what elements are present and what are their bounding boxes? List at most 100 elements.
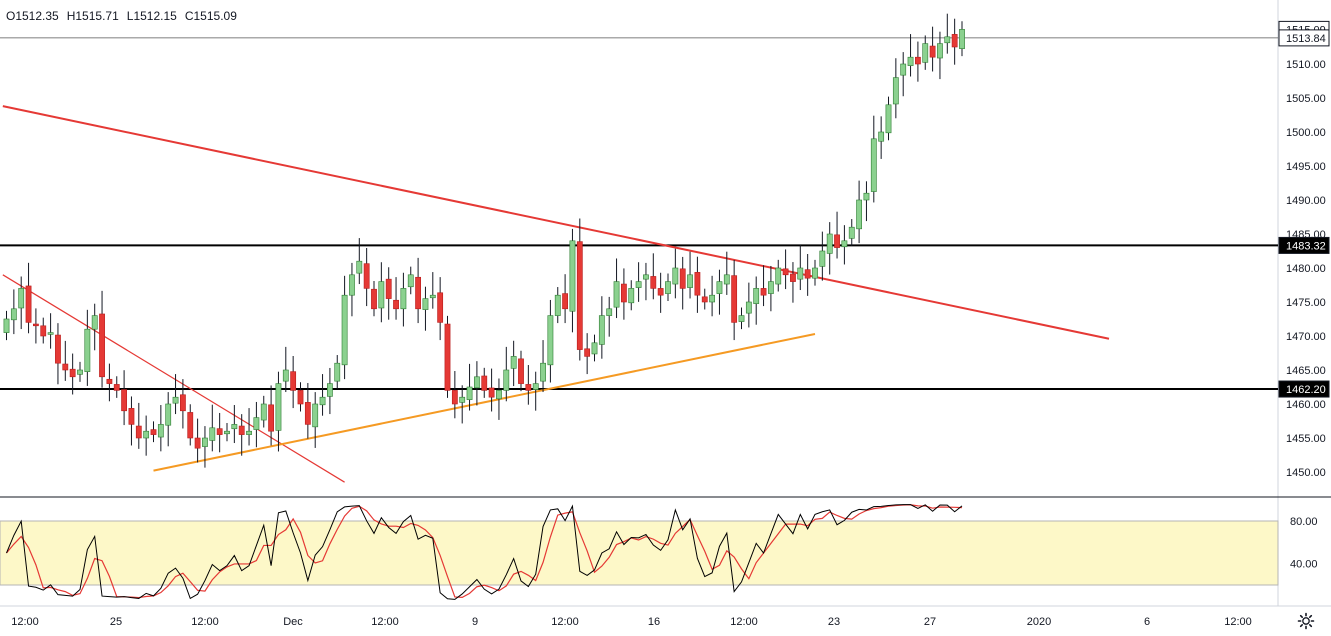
candle-body [231, 424, 238, 430]
time-tick-label: 12:00 [730, 616, 758, 628]
close-value: C1515.09 [184, 9, 237, 23]
candle-body [437, 292, 444, 323]
time-axis[interactable]: 12:00 25 12:00 Dec 12:00 9 12:00 16 12:00 23 27 202… [11, 616, 1252, 628]
price-tick-label: 1505.00 [1286, 93, 1326, 105]
gear-icon[interactable] [1294, 610, 1318, 632]
time-tick-label: 16 [648, 616, 660, 628]
candle-body [415, 276, 421, 310]
stochastic-pane [6, 504, 963, 600]
price-label-box [1278, 380, 1330, 398]
candle-body [613, 281, 620, 308]
candle-body [863, 192, 870, 201]
candle-body [268, 404, 274, 432]
trendline-red-resistance[interactable] [2, 105, 1110, 340]
price-label-1513-84[interactable]: 1513.84 [1278, 29, 1330, 47]
time-tick-label: 9 [472, 616, 478, 628]
candle-body [547, 315, 554, 366]
candle-body [496, 390, 502, 400]
price-label-1462-20[interactable]: 1462.20 [1278, 380, 1330, 398]
candle-body [481, 375, 488, 391]
time-tick-label: 12:00 [551, 616, 579, 628]
candle-body [429, 294, 436, 299]
candle-body [694, 272, 701, 296]
candle-body [914, 56, 921, 65]
candle-body [643, 274, 649, 280]
trendline-red-steep[interactable] [2, 274, 345, 483]
candle-body [10, 308, 17, 321]
price-label-text: 1462.20 [1286, 384, 1326, 396]
stochastic-band [0, 520, 1279, 586]
candle-body [128, 408, 135, 425]
candle-body [99, 313, 105, 378]
candle-body [113, 384, 120, 391]
candle-body [466, 386, 473, 400]
candle-body [378, 281, 385, 309]
candle-body [371, 288, 377, 310]
candle-body [349, 274, 355, 296]
candle-body [819, 250, 826, 267]
candle-body [591, 342, 598, 355]
gear-icon-svg [1297, 612, 1315, 630]
candle-body [334, 362, 341, 382]
trendlines[interactable] [2, 105, 1110, 483]
time-tick-label: 12:00 [191, 616, 219, 628]
candle-body [216, 428, 223, 435]
candle-body [275, 383, 282, 431]
candle-body [84, 328, 91, 372]
time-tick-label: 6 [1144, 616, 1150, 628]
candle-body [202, 437, 208, 447]
price-label-text: 1483.32 [1286, 240, 1326, 252]
price-label-box [1278, 236, 1330, 254]
stochastic-d-line [6, 504, 963, 599]
time-tick-label: Dec [283, 616, 303, 628]
candle-body [826, 233, 833, 254]
candle-body [422, 298, 429, 310]
price-tick-label: 1465.00 [1286, 365, 1326, 377]
candle-body [488, 387, 495, 398]
price-axis[interactable]: 1450.00 1455.00 1460.00 1465.00 1470.00 1475.… [1278, 20, 1330, 571]
price-tick-label: 1510.00 [1286, 59, 1326, 71]
candle-body [518, 358, 524, 384]
price-tick-label: 1480.00 [1286, 263, 1326, 275]
candle-body [672, 267, 679, 285]
candle-body [290, 371, 297, 391]
candle-body [91, 315, 98, 330]
candle-body [650, 276, 657, 289]
candle-body [834, 234, 840, 248]
candle-body [665, 281, 671, 294]
price-label-1483-32[interactable]: 1483.32 [1278, 236, 1330, 254]
low-value: L1512.15 [126, 9, 177, 23]
candle-body [69, 368, 76, 378]
time-tick-label: 2020 [1027, 616, 1051, 628]
candle-body [598, 315, 605, 345]
price-pane [0, 37, 1278, 391]
trendline-orange-support[interactable] [153, 332, 816, 472]
candle-body [326, 383, 333, 397]
candle-body [731, 275, 738, 323]
price-tick-label: 1490.00 [1286, 195, 1326, 207]
candle-body [106, 378, 113, 384]
candle-body [400, 288, 407, 310]
candle-body [172, 396, 179, 404]
candle-body [393, 299, 399, 310]
open-value: O1512.35 [6, 9, 59, 23]
candle-body [753, 288, 760, 304]
candle-body [767, 281, 774, 294]
candle-body [790, 273, 796, 282]
candle-body [3, 318, 10, 333]
candle-body [363, 263, 370, 289]
candle-body [304, 402, 311, 425]
candle-body [18, 288, 25, 309]
candle-body [620, 283, 627, 303]
candle-body [937, 43, 943, 59]
candle-body [628, 288, 635, 304]
candle-body [584, 348, 591, 357]
candle-body [77, 369, 83, 375]
time-tick-label: 12:00 [11, 616, 39, 628]
high-value: H1515.71 [66, 9, 119, 23]
price-tick-label: 1500.00 [1286, 127, 1326, 139]
candle-body [709, 294, 715, 303]
price-label-text: 1513.84 [1286, 33, 1326, 45]
candle-body [180, 394, 186, 412]
